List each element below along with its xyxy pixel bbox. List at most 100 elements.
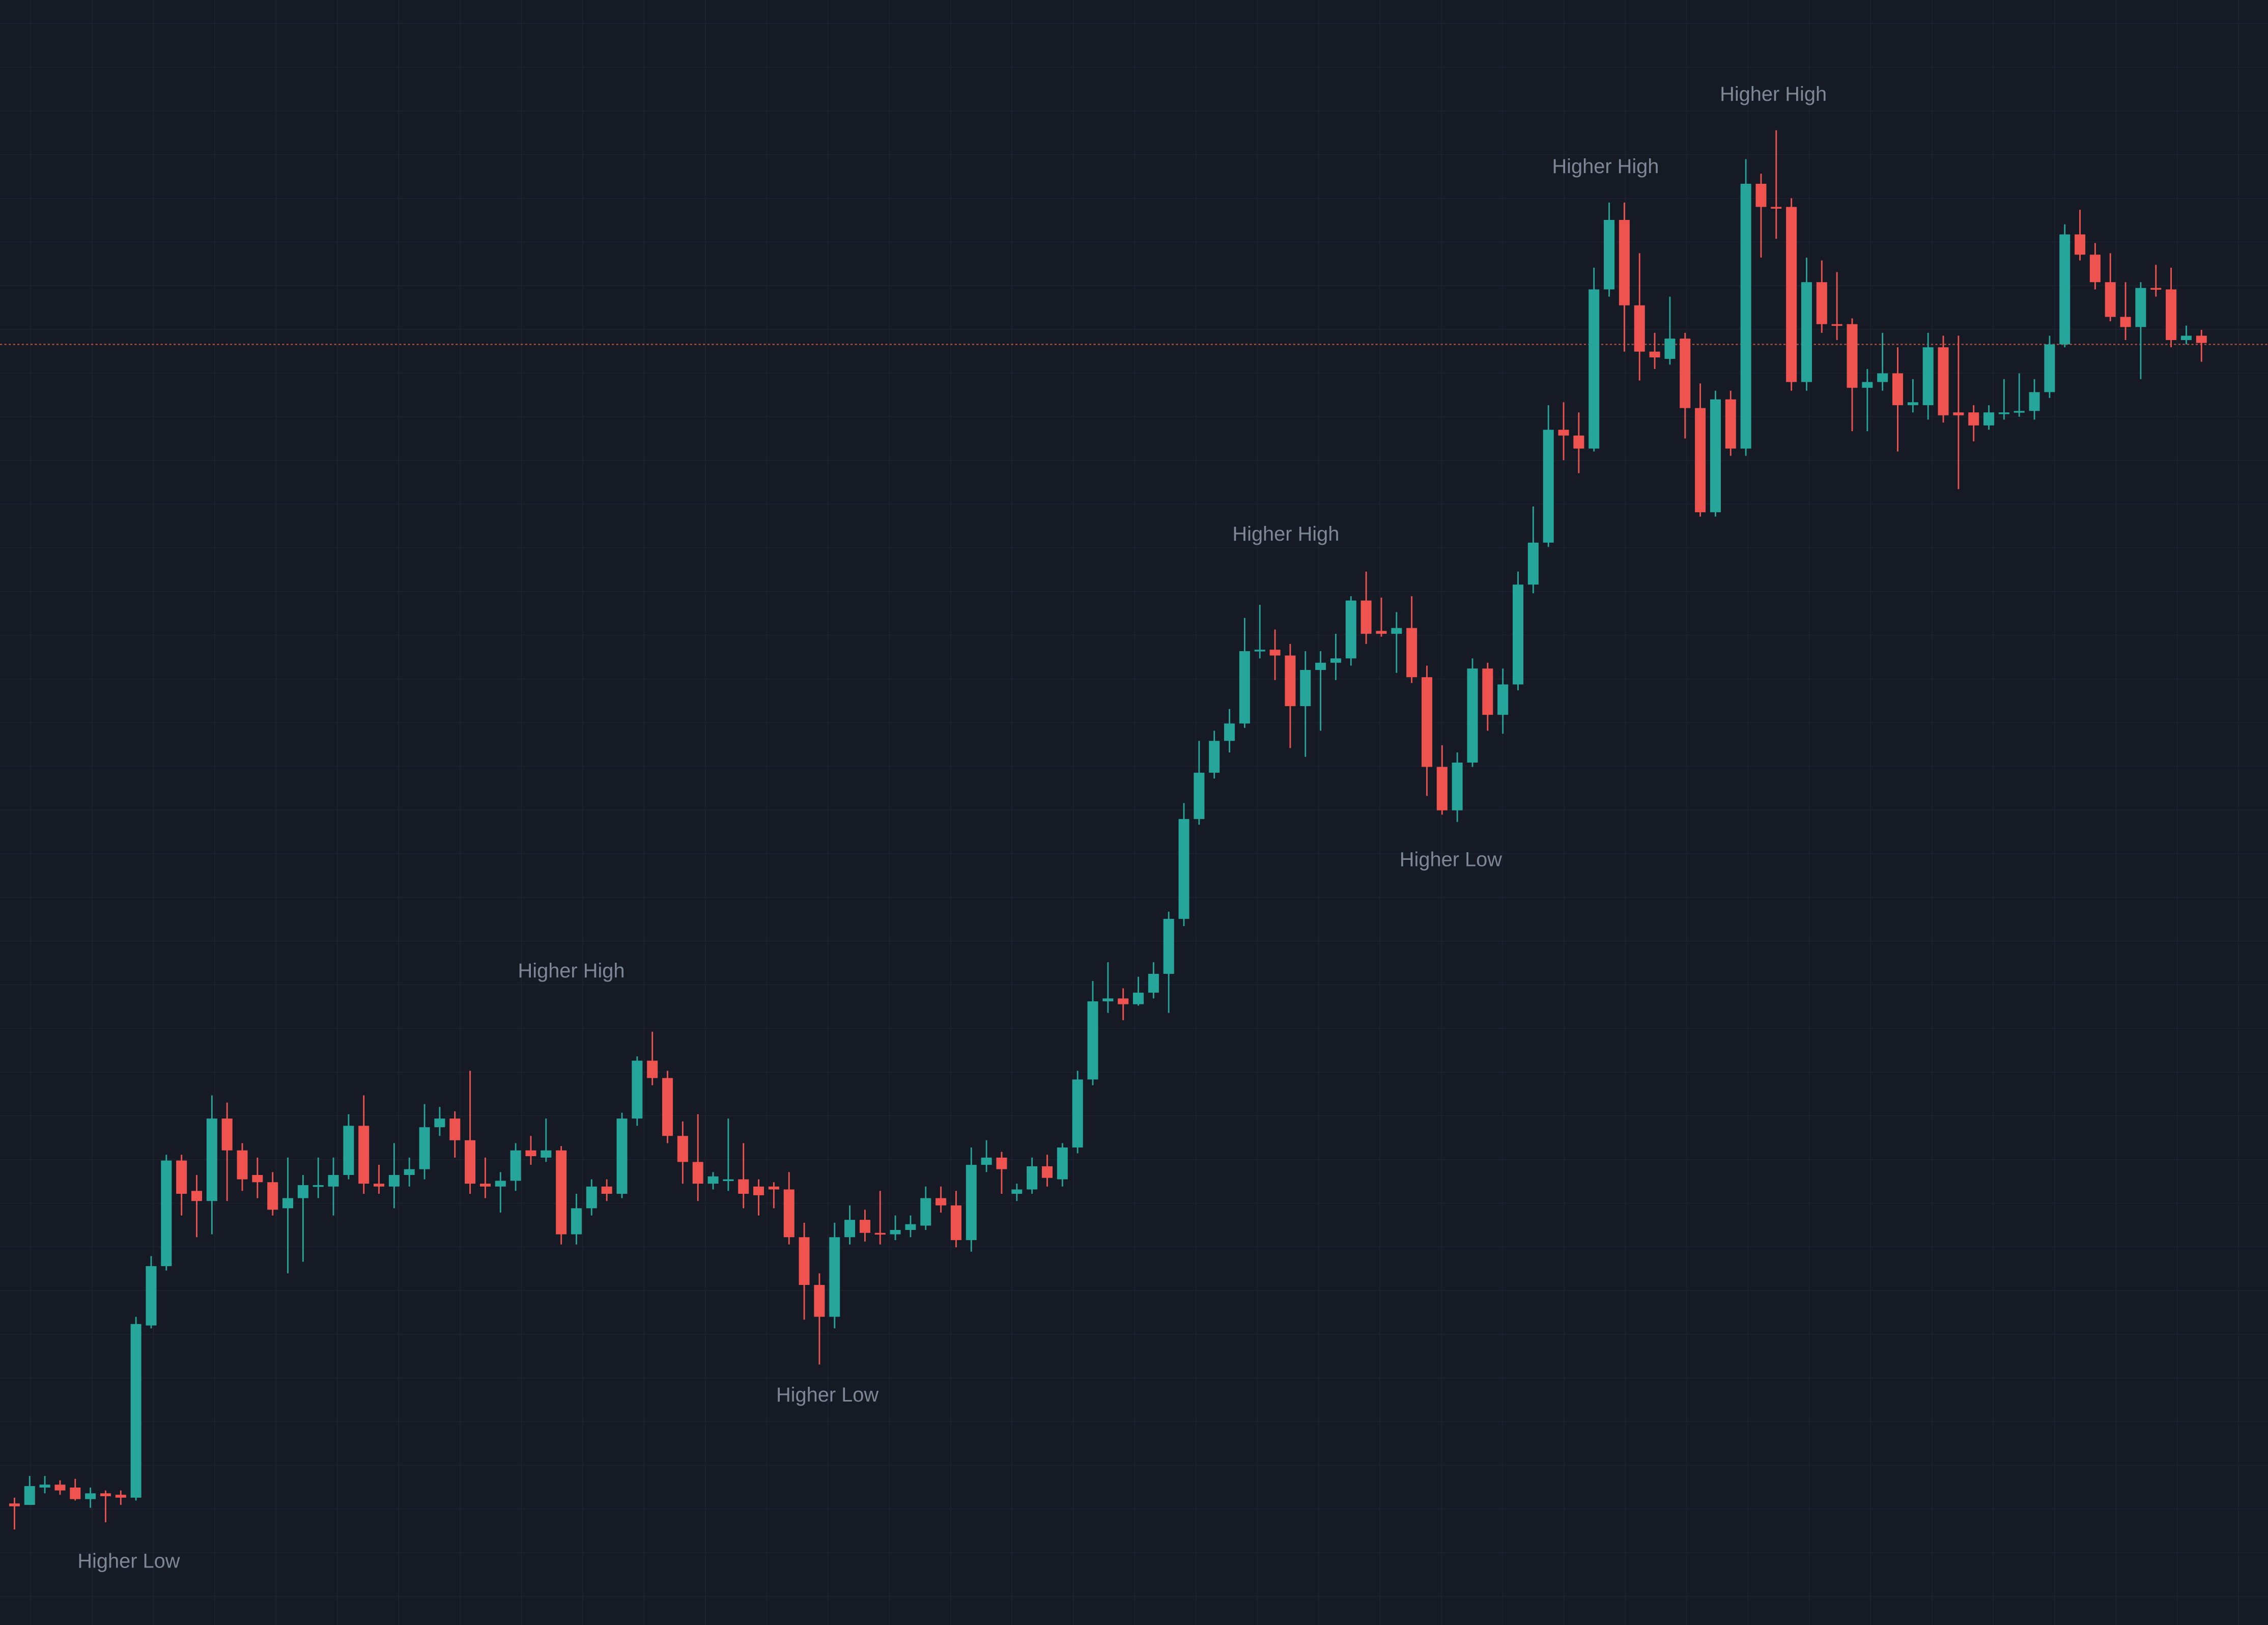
candle-body bbox=[1194, 772, 1205, 819]
candle-body bbox=[1801, 282, 1812, 382]
candle-body bbox=[328, 1175, 339, 1187]
candle-body bbox=[1862, 382, 1873, 388]
candle-body bbox=[2166, 289, 2177, 340]
candle-body bbox=[586, 1186, 597, 1209]
candle-body bbox=[1239, 651, 1250, 724]
candle-body bbox=[1922, 347, 1934, 405]
candle-body bbox=[495, 1181, 506, 1187]
candle-body bbox=[1027, 1166, 1038, 1190]
candle-body bbox=[935, 1198, 947, 1206]
candle-body bbox=[282, 1198, 294, 1209]
candle-body bbox=[1619, 220, 1630, 305]
candle-body bbox=[1269, 650, 1281, 656]
candle-body bbox=[1968, 412, 1979, 426]
candle-body bbox=[358, 1126, 370, 1184]
candle-body bbox=[2014, 411, 2025, 413]
annotation: Higher High bbox=[1720, 83, 1827, 105]
candle-body bbox=[601, 1186, 612, 1194]
candle-body bbox=[1589, 289, 1600, 449]
candle-body bbox=[70, 1487, 81, 1499]
candle-body bbox=[1391, 628, 1402, 634]
candle-body bbox=[1315, 662, 1326, 670]
candle-body bbox=[1330, 658, 1341, 663]
candle-body bbox=[1527, 542, 1539, 585]
candle-body bbox=[647, 1060, 658, 1078]
candle-body bbox=[1102, 998, 1114, 1001]
candle-body bbox=[844, 1220, 856, 1238]
candle-body bbox=[738, 1179, 749, 1194]
candle-body bbox=[1725, 399, 1736, 449]
candle-body bbox=[221, 1118, 233, 1151]
candle-body bbox=[1786, 207, 1797, 382]
candle-body bbox=[1604, 220, 1615, 290]
candle-body bbox=[465, 1140, 476, 1184]
candle-body bbox=[1953, 412, 1964, 415]
candle-body bbox=[1285, 655, 1296, 707]
candle-body bbox=[1983, 412, 1995, 426]
candle-body bbox=[2029, 392, 2040, 411]
candle-body bbox=[1057, 1147, 1068, 1180]
candle-body bbox=[859, 1220, 870, 1233]
candle-body bbox=[1755, 183, 1767, 207]
candle-body bbox=[1406, 628, 1418, 678]
candle-body bbox=[1011, 1189, 1023, 1194]
candle-body bbox=[176, 1160, 187, 1194]
candle-body bbox=[1695, 408, 1706, 513]
candle-body bbox=[1421, 677, 1432, 767]
candle-body bbox=[1072, 1079, 1083, 1148]
candle-body bbox=[1847, 324, 1858, 388]
candle-body bbox=[783, 1189, 795, 1238]
candle-body bbox=[662, 1078, 673, 1136]
candle-body bbox=[1178, 819, 1189, 919]
candle-body bbox=[449, 1118, 461, 1140]
candle-body bbox=[2196, 335, 2207, 343]
candle-body bbox=[1452, 762, 1463, 810]
candle-body bbox=[1087, 1001, 1098, 1080]
candle-body bbox=[1558, 430, 1569, 436]
candle-body bbox=[829, 1237, 840, 1317]
candle-body bbox=[1512, 584, 1524, 685]
candle-body bbox=[479, 1184, 491, 1187]
candle-body bbox=[1300, 670, 1311, 707]
candle-body bbox=[1938, 347, 1949, 415]
candle-body bbox=[616, 1118, 628, 1194]
candle-body bbox=[996, 1157, 1007, 1169]
candle-body bbox=[1892, 373, 1904, 405]
candle-body bbox=[1573, 435, 1584, 449]
candle-body bbox=[510, 1150, 521, 1181]
candle-body bbox=[374, 1184, 385, 1187]
candle-body bbox=[1664, 339, 1676, 359]
candle-body bbox=[2075, 234, 2086, 255]
candle-body bbox=[1634, 305, 1645, 352]
candle-body bbox=[2044, 344, 2055, 393]
candle-body bbox=[2180, 335, 2192, 340]
candle-body bbox=[1163, 918, 1174, 974]
candle-body bbox=[753, 1186, 764, 1195]
candle-body bbox=[237, 1150, 248, 1180]
candle-body bbox=[1209, 741, 1220, 773]
candle-body bbox=[191, 1191, 203, 1201]
candle-body bbox=[950, 1205, 961, 1240]
candle-body bbox=[1877, 373, 1888, 382]
candle-body bbox=[85, 1493, 96, 1499]
annotation: Higher Low bbox=[1400, 848, 1502, 871]
candle-body bbox=[54, 1484, 66, 1491]
candle-body bbox=[404, 1169, 415, 1175]
candle-body bbox=[100, 1493, 111, 1497]
candle-body bbox=[1467, 668, 1478, 763]
candle-body bbox=[1345, 600, 1356, 659]
candle-body bbox=[2089, 255, 2101, 283]
candle-body bbox=[556, 1150, 567, 1235]
annotation: Higher Low bbox=[77, 1550, 180, 1573]
candle-body bbox=[981, 1157, 992, 1165]
candle-body bbox=[2135, 288, 2146, 327]
candle-body bbox=[920, 1198, 931, 1226]
candle-body bbox=[2120, 317, 2131, 327]
candle-body bbox=[267, 1182, 278, 1210]
candle-body bbox=[39, 1484, 50, 1488]
candle-body bbox=[2105, 282, 2116, 317]
candle-body bbox=[115, 1495, 126, 1498]
candle-body bbox=[632, 1060, 643, 1119]
